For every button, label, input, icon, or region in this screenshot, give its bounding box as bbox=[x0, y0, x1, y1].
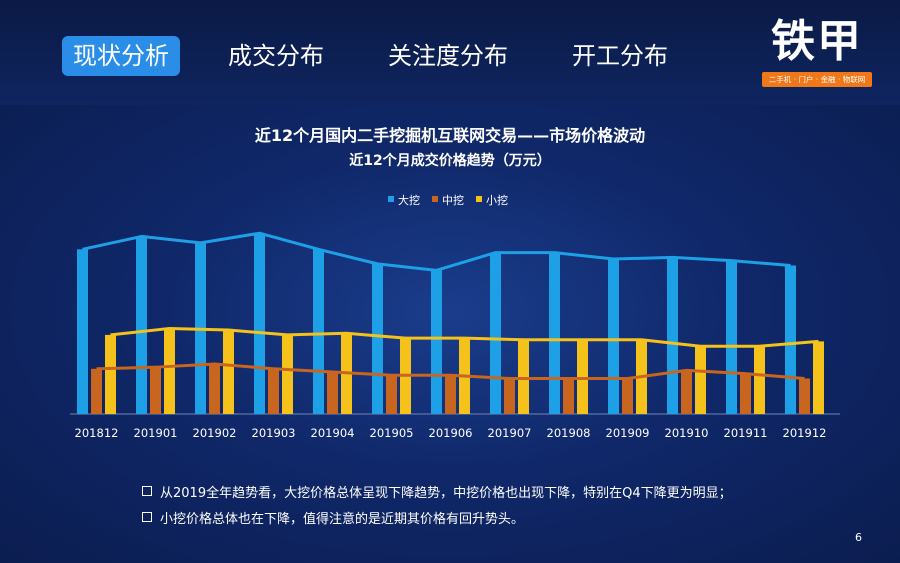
bar-medium-201912 bbox=[799, 378, 810, 414]
note-1: 从2019全年趋势看，大挖价格总体呈现下降趋势，中挖价格也出现下降，特别在Q4下… bbox=[142, 485, 732, 503]
bar-large-201904 bbox=[313, 249, 324, 414]
x-tick-label-201904: 201904 bbox=[311, 426, 355, 440]
x-tick-label-201812: 201812 bbox=[75, 426, 119, 440]
x-tick-label-201909: 201909 bbox=[606, 426, 650, 440]
legend-label-small: 小挖 bbox=[486, 193, 508, 207]
x-tick-label-201912: 201912 bbox=[783, 426, 827, 440]
chart-title: 近12个月国内二手挖掘机互联网交易——市场价格波动 bbox=[254, 126, 646, 145]
trend-line-small bbox=[110, 326, 819, 348]
trend-line-large bbox=[82, 231, 791, 272]
bar-medium-201910 bbox=[681, 370, 692, 414]
bar-medium-201911 bbox=[740, 373, 751, 414]
bar-large-201910 bbox=[667, 257, 678, 414]
x-tick-label-201901: 201901 bbox=[134, 426, 178, 440]
bar-small-201910 bbox=[695, 346, 706, 414]
x-tick-label-201903: 201903 bbox=[252, 426, 296, 440]
x-tick-label-201908: 201908 bbox=[547, 426, 591, 440]
tab-attention-distribution[interactable]: 关注度分布 bbox=[388, 42, 508, 70]
bar-medium-201902 bbox=[209, 363, 220, 414]
legend-swatch-large bbox=[388, 196, 394, 202]
bar-large-201903 bbox=[254, 233, 265, 414]
bar-large-201907 bbox=[490, 252, 501, 414]
checkbox-bullet-icon bbox=[142, 512, 152, 522]
bar-small-201903 bbox=[282, 334, 293, 414]
x-tick-label-201905: 201905 bbox=[370, 426, 414, 440]
bar-medium-201908 bbox=[563, 378, 574, 414]
legend-swatch-small bbox=[476, 196, 482, 202]
bar-medium-201905 bbox=[386, 375, 397, 414]
legend-swatch-medium bbox=[432, 196, 438, 202]
x-tick-label-201906: 201906 bbox=[429, 426, 473, 440]
bar-small-201911 bbox=[754, 346, 765, 414]
tiejia-logo: 铁甲 二手机 · 门户 · 金融 · 物联网 bbox=[758, 14, 876, 90]
bar-large-201812 bbox=[77, 249, 88, 414]
x-tick-label-201910: 201910 bbox=[665, 426, 709, 440]
note-2: 小挖价格总体也在下降，值得注意的是近期其价格有回升势头。 bbox=[142, 511, 524, 529]
bar-large-201905 bbox=[372, 263, 383, 414]
bar-medium-201904 bbox=[327, 372, 338, 414]
bar-small-201902 bbox=[223, 330, 234, 414]
logo-wordmark: 铁甲 bbox=[771, 16, 863, 67]
bar-small-201907 bbox=[518, 339, 529, 414]
chart-subtitle: 近12个月成交价格趋势（万元） bbox=[349, 153, 551, 169]
bar-small-201912 bbox=[813, 341, 824, 414]
tab-operation-distribution[interactable]: 开工分布 bbox=[572, 42, 668, 70]
bar-medium-201909 bbox=[622, 378, 633, 414]
legend-label-large: 大挖 bbox=[398, 193, 420, 207]
bar-medium-201907 bbox=[504, 378, 515, 414]
bar-large-201909 bbox=[608, 259, 619, 414]
bar-medium-201903 bbox=[268, 368, 279, 414]
bar-large-201911 bbox=[726, 260, 737, 414]
bar-large-201912 bbox=[785, 265, 796, 414]
x-tick-label-201911: 201911 bbox=[724, 426, 768, 440]
bar-medium-201901 bbox=[150, 367, 161, 414]
bar-large-201908 bbox=[549, 252, 560, 414]
tab-deal-distribution[interactable]: 成交分布 bbox=[228, 42, 324, 70]
bar-large-201906 bbox=[431, 270, 442, 414]
x-tick-label-201907: 201907 bbox=[488, 426, 532, 440]
note-2-text: 小挖价格总体也在下降，值得注意的是近期其价格有回升势头。 bbox=[160, 512, 525, 527]
bar-medium-201906 bbox=[445, 375, 456, 414]
x-tick-label-201902: 201902 bbox=[193, 426, 237, 440]
bar-small-201908 bbox=[577, 339, 588, 414]
checkbox-bullet-icon bbox=[142, 486, 152, 496]
page-number: 6 bbox=[855, 531, 862, 544]
bar-small-201901 bbox=[164, 328, 175, 414]
note-1-text: 从2019全年趋势看，大挖价格总体呈现下降趋势，中挖价格也出现下降，特别在Q4下… bbox=[160, 486, 732, 501]
logo-tagline: 二手机 · 门户 · 金融 · 物联网 bbox=[762, 72, 872, 87]
bar-medium-201812 bbox=[91, 368, 102, 414]
tab-status-analysis[interactable]: 现状分析 bbox=[62, 36, 180, 76]
bar-small-201812 bbox=[105, 334, 116, 414]
legend-label-medium: 中挖 bbox=[442, 193, 464, 207]
bar-large-201901 bbox=[136, 236, 147, 414]
trend-line-medium bbox=[96, 362, 805, 380]
